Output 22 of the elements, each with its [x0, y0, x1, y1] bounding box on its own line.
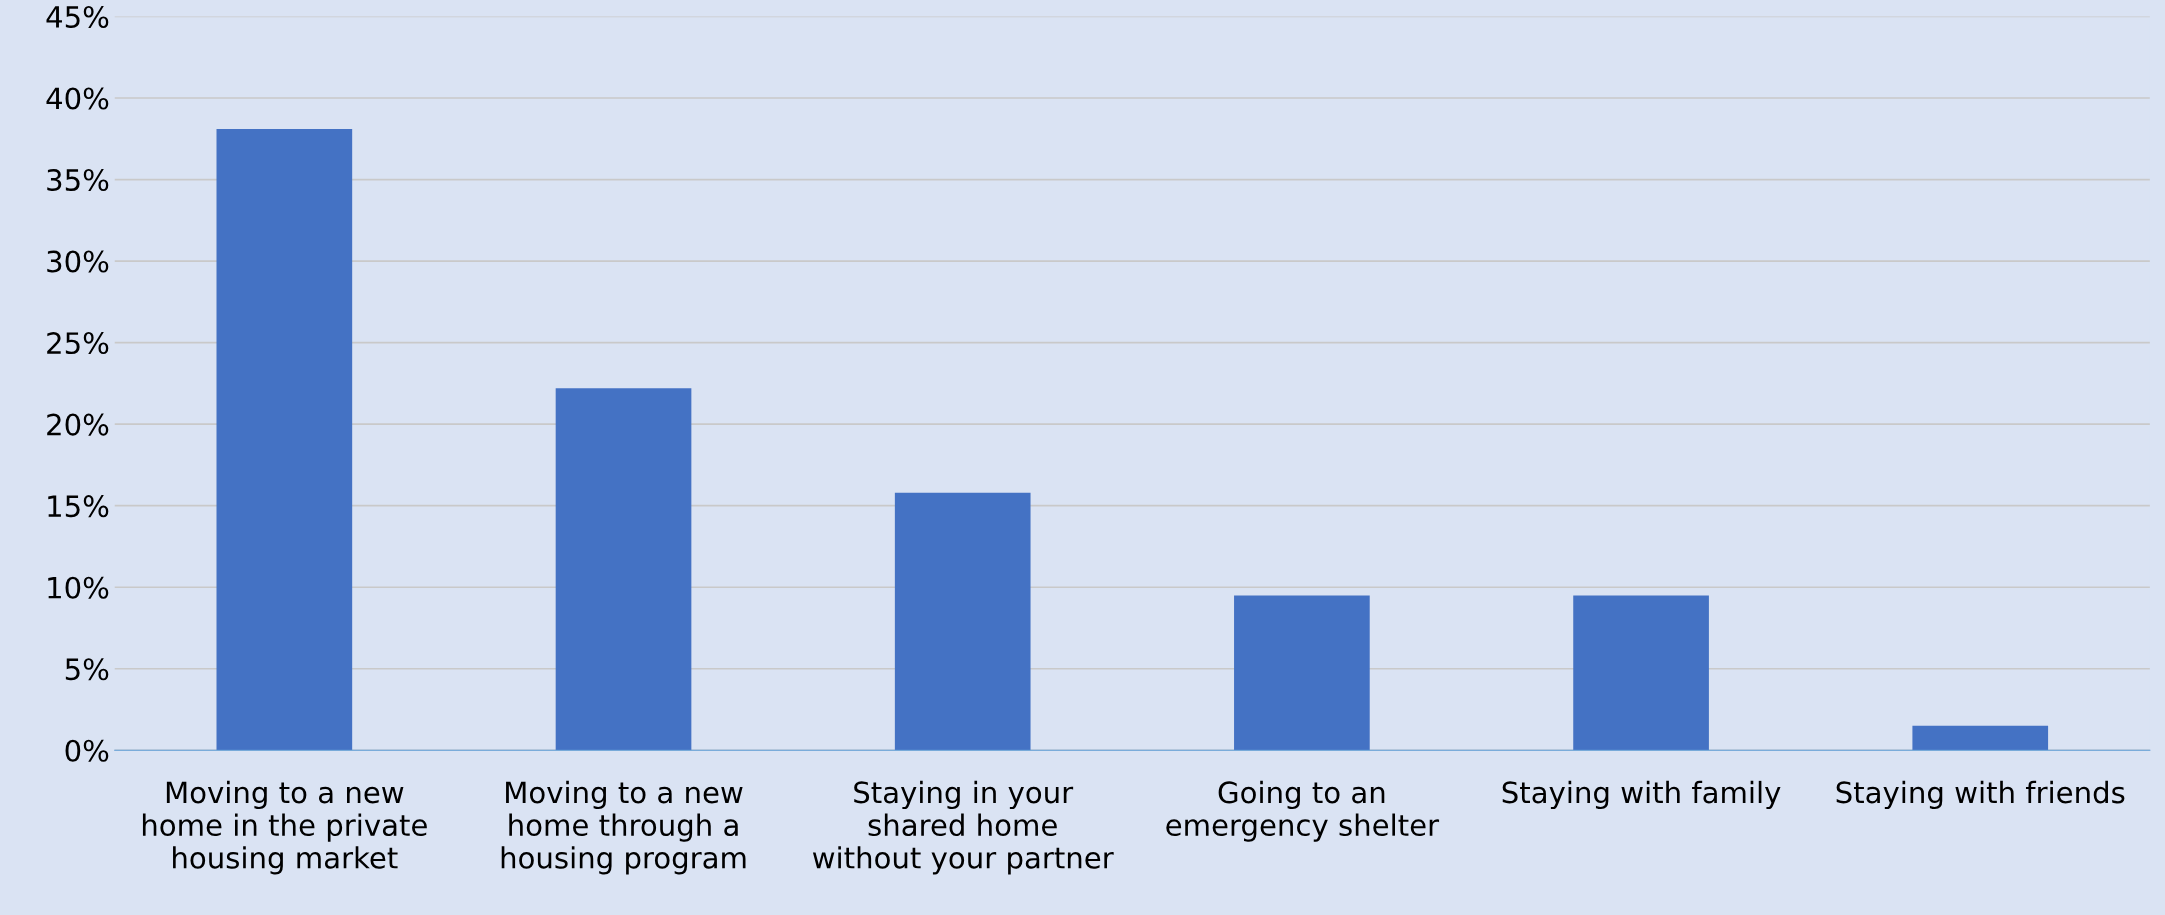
bar	[1573, 595, 1709, 751]
y-tick-label: 45%	[46, 5, 109, 28]
y-tick-label: 20%	[47, 413, 109, 436]
x-tick-label: Staying with family	[1502, 780, 1781, 810]
y-tick-label: 35%	[47, 168, 109, 192]
x-tick-label: Moving to a new home in the private housing market	[142, 780, 427, 875]
y-tick-label: 5%	[65, 658, 109, 681]
y-tick-label: 10%	[48, 576, 109, 599]
y-tick-label: 15%	[48, 495, 109, 518]
x-tick-label: Staying with friends	[1836, 780, 2125, 810]
y-tick-label: 25%	[47, 332, 109, 355]
y-tick-label: 30%	[47, 250, 109, 273]
bar	[216, 128, 353, 751]
y-tick-label: 40%	[46, 87, 109, 110]
x-tick-label: Staying in your shared home without your partner	[812, 780, 1114, 875]
bar	[555, 388, 692, 751]
x-tick-label: Moving to a new home through a housing program	[501, 780, 746, 875]
bar	[1234, 595, 1370, 751]
bar	[894, 492, 1031, 751]
bar	[1912, 725, 2049, 751]
x-tick-label: Going to an emergency shelter	[1166, 780, 1440, 842]
y-tick-label: 0%	[65, 739, 109, 762]
